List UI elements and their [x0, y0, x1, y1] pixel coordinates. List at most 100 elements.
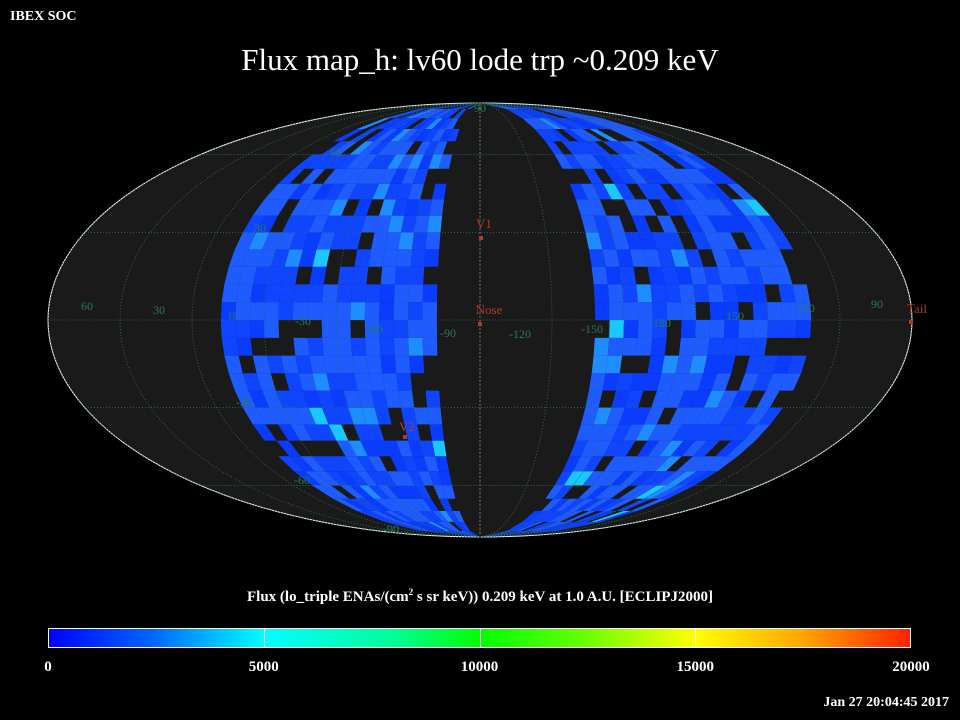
flux-pixel	[626, 141, 658, 155]
flux-pixel	[596, 498, 627, 511]
flux-pixel	[438, 154, 453, 169]
flux-pixel	[611, 232, 630, 250]
flux-pixel	[352, 355, 369, 374]
flux-pixel	[582, 498, 611, 511]
flux-pixel	[407, 471, 425, 486]
flux-pixel	[356, 168, 377, 184]
flux-pixel	[335, 154, 359, 169]
flux-pixel	[281, 266, 299, 285]
flux-pixel	[510, 521, 533, 532]
flux-pixel	[738, 373, 760, 391]
flux-pixel	[365, 498, 392, 511]
flux-pixel	[376, 154, 397, 169]
flux-pixel	[670, 373, 690, 391]
flux-pixel	[543, 521, 586, 532]
flux-pixel	[645, 168, 671, 184]
flux-pixel	[537, 521, 576, 532]
flux-pixel	[242, 249, 263, 267]
flux-pixel	[695, 320, 711, 338]
flux-pixel	[605, 355, 623, 374]
flux-pixel	[657, 249, 676, 267]
flux-pixel	[773, 355, 793, 374]
flux-pixel	[602, 373, 620, 391]
flux-pixel	[580, 440, 600, 457]
flux-pixel	[675, 154, 708, 169]
flux-pixel	[480, 531, 514, 537]
flux-pixel	[677, 390, 698, 408]
flux-pixel	[356, 154, 378, 169]
flux-pixel	[224, 266, 243, 285]
flux-pixel	[540, 108, 581, 119]
flux-pixel	[390, 168, 408, 184]
flux-pixel	[312, 249, 331, 267]
flux-pixel	[587, 424, 607, 441]
flux-pixel	[368, 141, 391, 155]
lon-label: -60	[367, 322, 383, 336]
flux-pixel	[692, 440, 720, 457]
flux-pixel	[384, 390, 401, 408]
flux-pixel	[545, 141, 564, 155]
flux-pixel	[408, 337, 424, 356]
flux-pixel	[553, 108, 602, 119]
flux-pixel	[234, 390, 257, 408]
flux-pixel	[426, 531, 480, 537]
flux-pixel	[427, 407, 443, 425]
flux-pixel	[721, 284, 739, 303]
flux-pixel	[387, 154, 406, 169]
flux-pixel	[624, 168, 649, 184]
flux-pixel	[262, 232, 283, 250]
flux-pixel	[248, 390, 270, 408]
flux-pixel	[749, 284, 768, 303]
flux-pixel	[393, 337, 409, 356]
flux-pixel	[543, 510, 569, 522]
flux-pixel	[390, 521, 427, 532]
flux-pixel	[312, 183, 335, 200]
flux-pixel	[703, 355, 722, 374]
flux-pixel	[372, 440, 391, 457]
flux-pixel	[619, 266, 637, 285]
lon-label: 90	[871, 297, 883, 311]
flux-pixel	[250, 284, 267, 303]
flux-pixel	[357, 390, 375, 408]
flux-pixel	[307, 302, 323, 320]
lon-label: 180	[653, 316, 671, 330]
flux-pixel	[666, 154, 697, 169]
flux-pixel	[480, 531, 558, 537]
flux-pixel	[696, 168, 727, 184]
flux-pixel	[278, 168, 305, 184]
flux-pixel	[717, 390, 739, 408]
flux-pixel	[416, 521, 444, 532]
flux-pixel	[360, 440, 380, 457]
flux-pixel	[354, 373, 372, 391]
flux-pixel	[666, 302, 682, 320]
flux-pixel	[443, 521, 460, 532]
flux-pixel	[550, 108, 597, 119]
flux-pixel	[732, 215, 757, 233]
flux-pixel	[743, 199, 771, 216]
flux-pixel	[432, 521, 454, 532]
flux-pixel	[569, 183, 588, 200]
flux-pixel	[666, 471, 697, 486]
flux-pixel	[577, 485, 602, 499]
flux-pixel	[384, 510, 412, 522]
flux-pixel	[264, 320, 280, 338]
flux-pixel	[408, 284, 424, 303]
flux-pixel	[715, 440, 744, 457]
flux-pixel	[425, 118, 444, 130]
flux-pixel	[341, 498, 371, 511]
flux-pixel	[614, 183, 636, 200]
flux-pixel	[321, 215, 342, 233]
flux-pixel	[361, 407, 379, 425]
flux-pixel	[377, 510, 407, 522]
flux-pixel	[378, 199, 397, 216]
flux-pixel	[367, 456, 388, 472]
flux-pixel	[611, 424, 632, 441]
flux-pixel	[603, 183, 624, 200]
flux-pixel	[779, 373, 802, 391]
flux-pixel	[427, 108, 450, 119]
flux-pixel	[336, 302, 351, 320]
flux-pixel	[249, 302, 265, 320]
flux-pixel	[480, 103, 524, 109]
flux-pixel	[425, 390, 441, 408]
flux-pixel	[333, 498, 364, 511]
